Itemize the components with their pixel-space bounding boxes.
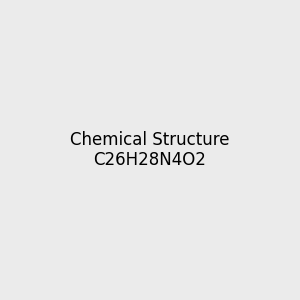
Text: Chemical Structure
C26H28N4O2: Chemical Structure C26H28N4O2 — [70, 130, 230, 170]
